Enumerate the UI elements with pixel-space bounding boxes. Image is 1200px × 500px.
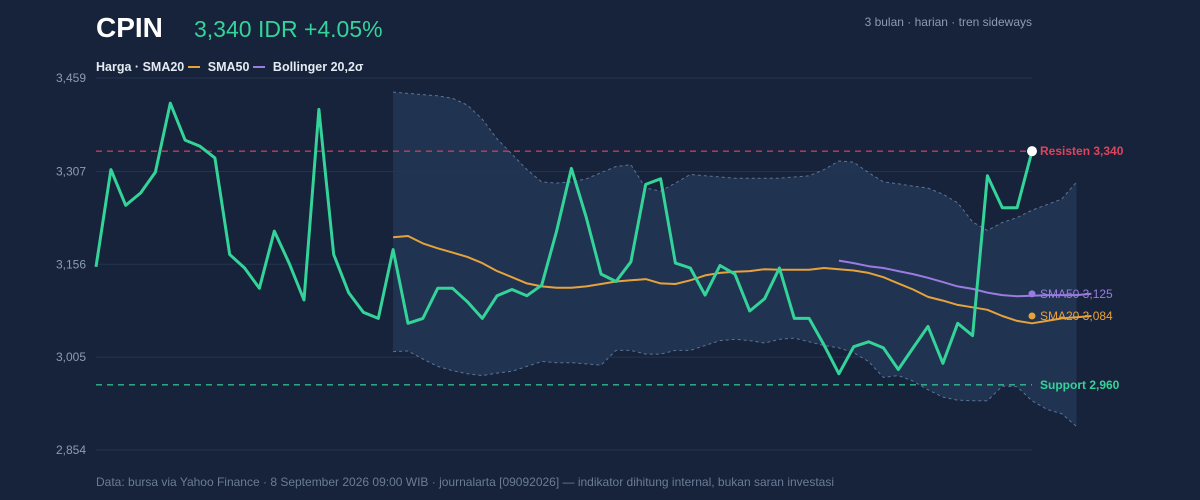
bollinger-upper-line <box>393 91 1077 232</box>
y-tick-label: 3,156 <box>56 257 86 271</box>
sma50-end-label: SMA50 3,125 <box>1040 287 1113 301</box>
sma50-end-dot <box>1028 290 1036 298</box>
support-label: Support 2,960 <box>1040 378 1120 392</box>
legend-sma20-swatch <box>188 65 201 68</box>
y-tick-label: 3,005 <box>56 350 86 364</box>
price-change: 3,340 IDR +4.05% <box>194 16 383 42</box>
legend-price: Harga <box>96 60 132 74</box>
y-tick-label: 3,459 <box>56 71 86 85</box>
footer-note: Data: bursa via Yahoo Finance · 8 Septem… <box>96 475 834 489</box>
bollinger-lower-line <box>393 337 1077 427</box>
sma50-line <box>838 259 1092 298</box>
resistance-label: Resisten 3,340 <box>1040 144 1124 158</box>
price-line <box>94 101 1034 376</box>
legend-sma20: SMA20 <box>142 60 185 74</box>
bollinger-band <box>393 92 1077 427</box>
y-tick-label: 3,307 <box>56 164 86 178</box>
ticker-symbol: CPIN <box>96 12 163 43</box>
sma20-end-dot <box>1028 312 1036 320</box>
price-end-dot <box>1027 146 1037 157</box>
legend-sma50-swatch <box>253 65 266 68</box>
legend-separator: · <box>134 60 140 74</box>
legend-sma50: SMA50 <box>207 60 250 74</box>
y-tick-label: 2,854 <box>56 443 86 457</box>
legend: Harga · SMA20 SMA50 Bollinger 20,2σ <box>96 60 363 74</box>
legend-bollinger: Bollinger 20,2σ <box>272 60 364 74</box>
sma20-end-label: SMA20 3,084 <box>1040 309 1113 323</box>
period-info: 3 bulan · harian · tren sideways <box>864 15 1032 29</box>
